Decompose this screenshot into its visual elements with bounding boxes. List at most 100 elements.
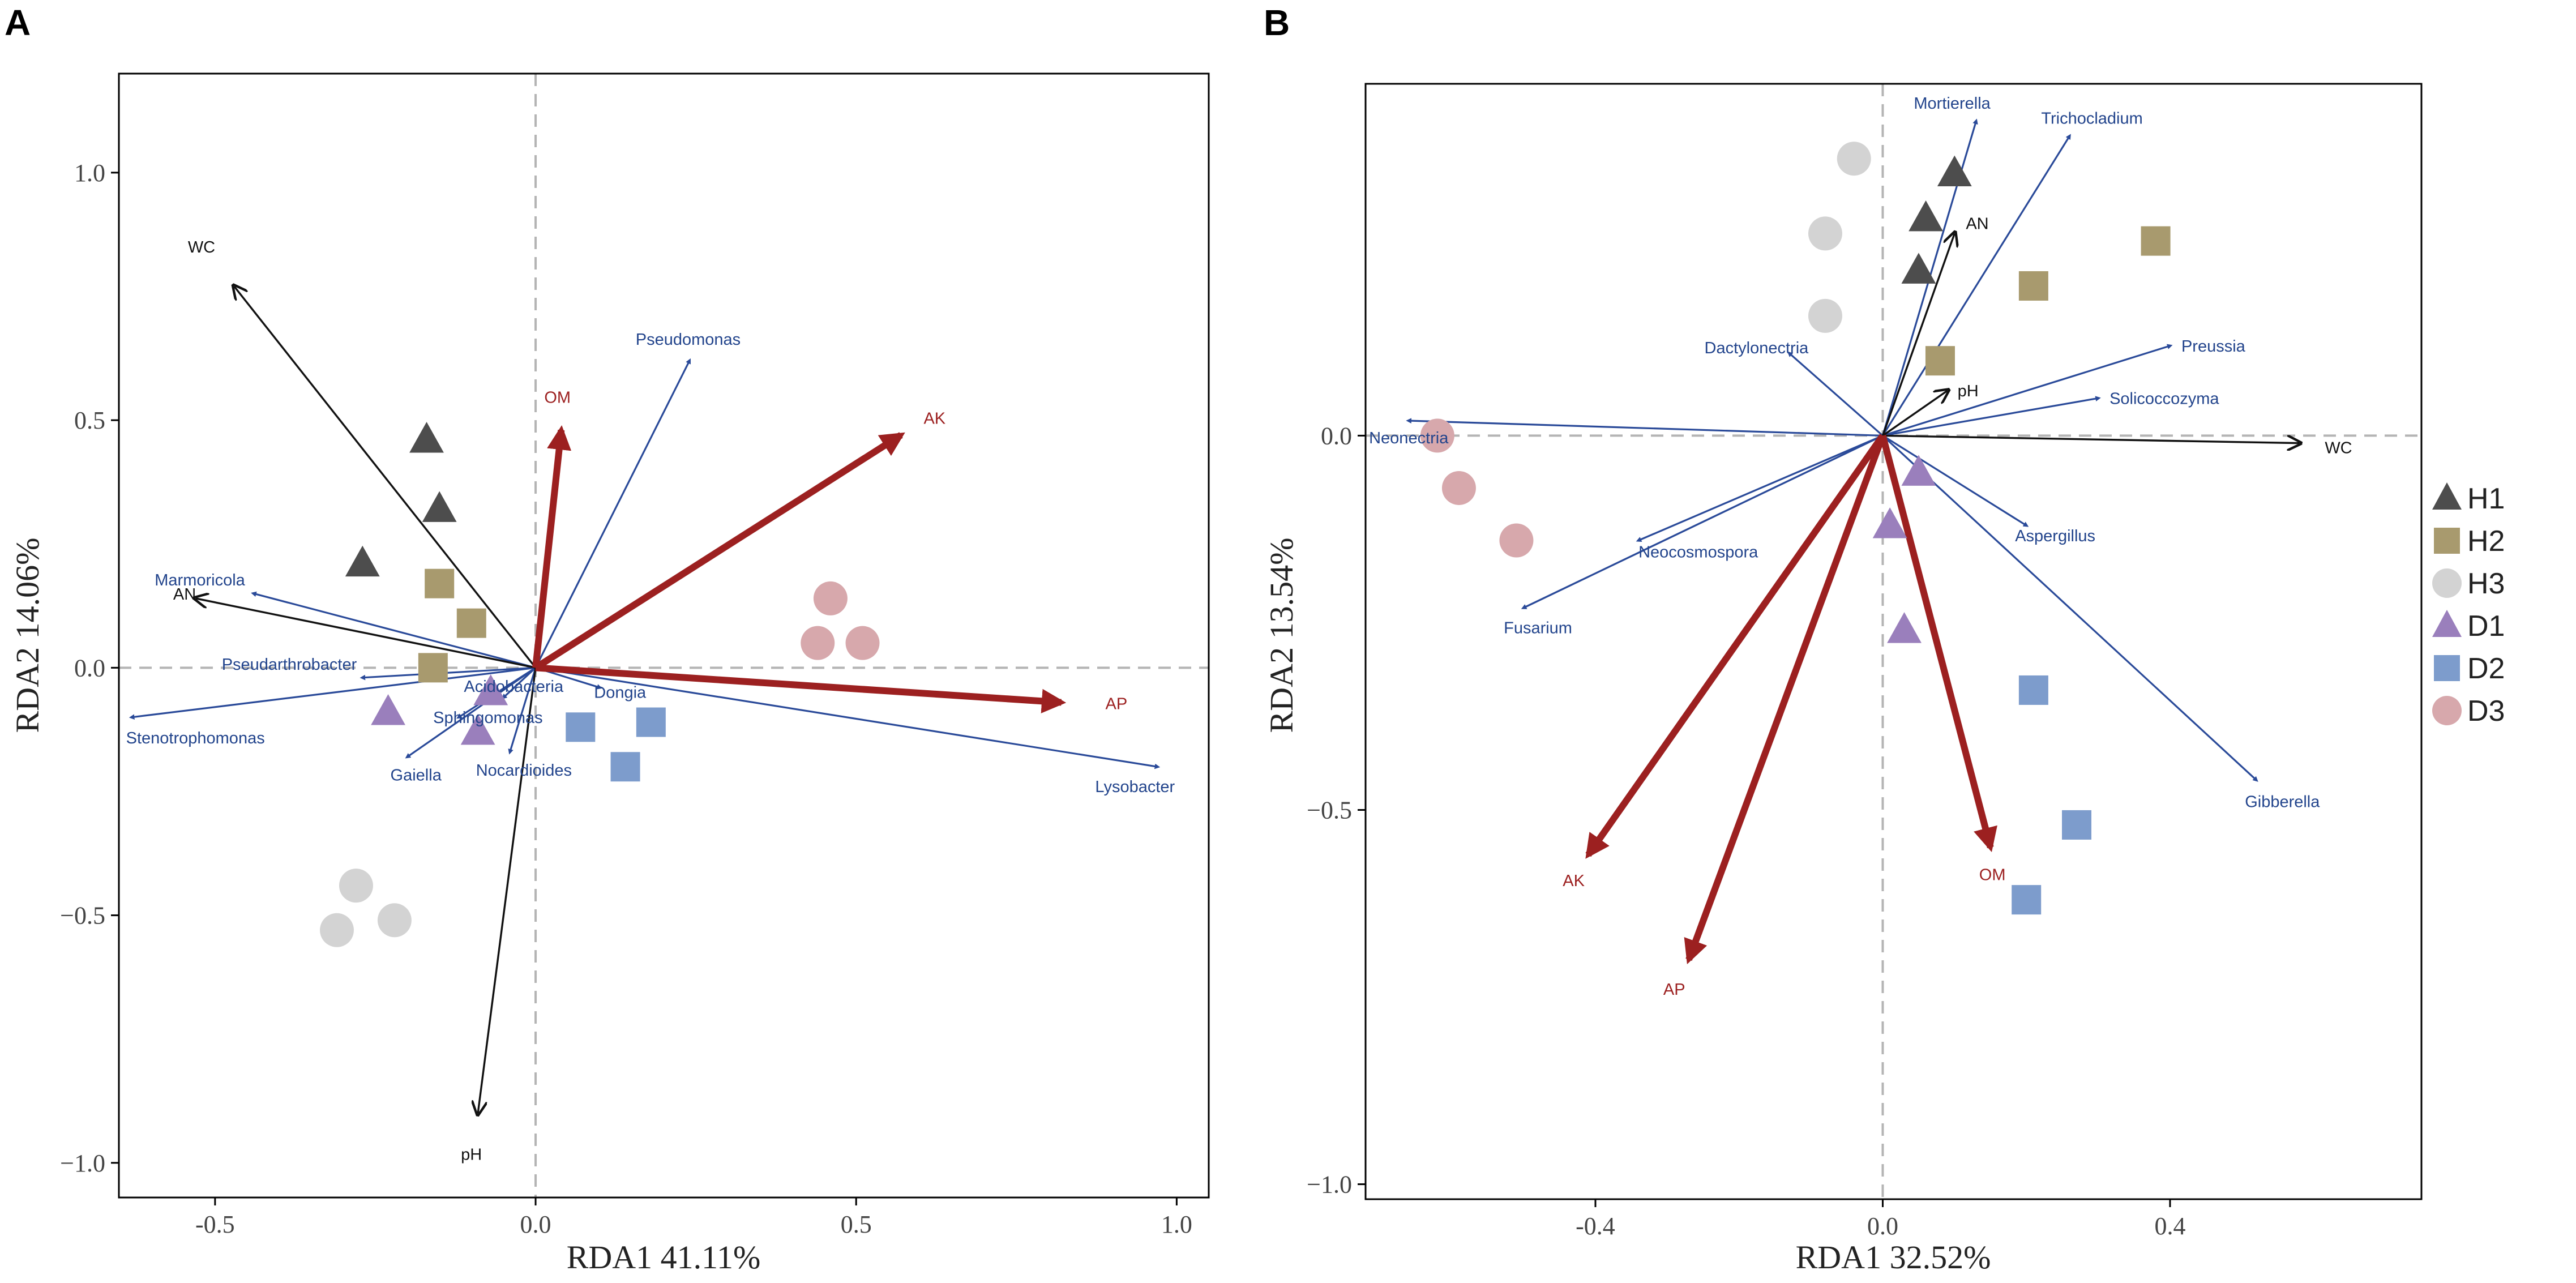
panel-a-env-vector-ak (533, 432, 905, 671)
panel-b-point-d1-3 (1887, 612, 1922, 643)
panel-a-y-tick-label: −1.0 (60, 1149, 105, 1177)
panel-a-vector-label-ap: AP (1106, 695, 1128, 713)
panel-b-vector-label-aspergillus: Aspergillus (2015, 527, 2095, 545)
panel-b-vector-label-ap: AP (1663, 981, 1685, 999)
panel-a-x-tick-label: 0.0 (520, 1211, 551, 1238)
panel-b-vector-label-gibberella: Gibberella (2245, 793, 2320, 811)
panel-a-point-h1-3 (345, 545, 380, 577)
legend-label: H3 (2467, 567, 2505, 600)
panel-a-x-axis-title: RDA1 41.11% (567, 1239, 761, 1276)
panel-a-taxon-vector-acidobacteria (501, 667, 537, 700)
panel-b-point-d2-2 (2062, 810, 2092, 840)
panel-a-point-d1-3 (460, 714, 495, 745)
panel-b-point-h2-3 (1925, 346, 1955, 376)
panel-b-point-d3-1 (1420, 418, 1454, 453)
panel-a-vector-label-acidobacteria: Acidobacteria (464, 678, 564, 696)
panel-b-taxon-vector-aspergillus (1882, 435, 2029, 527)
panel-b-vector-label-preussia: Preussia (2181, 337, 2246, 356)
panel-b-taxon-vector-gibberella (1882, 435, 2258, 782)
panel-b-y-tick-label: −0.5 (1307, 796, 1352, 824)
panel-a-taxon-vector-nocardioides (508, 667, 537, 755)
panel-b-x-tick-label: 0.4 (2154, 1212, 2185, 1240)
panel-a-vector-label-pseudarthrobacter: Pseudarthrobacter (222, 656, 357, 674)
legend-item-h3: H3 (2432, 567, 2505, 600)
panel-a-vector-label-pseudomonas: Pseudomonas (636, 331, 741, 349)
panel-a-point-d2-3 (610, 752, 640, 782)
panel-a-point-h2-3 (418, 653, 448, 683)
panel-a-point-d1-1 (473, 674, 508, 705)
legend-item-d1: D1 (2432, 610, 2505, 643)
panel-a-point-h1-2 (422, 491, 457, 522)
legend-circle-icon (2432, 568, 2462, 598)
panel-a-env-vector-ap (535, 664, 1067, 713)
panel-b-vector-label-neonectria: Neonectria (1369, 429, 1449, 447)
legend-label: D3 (2467, 695, 2505, 728)
panel-b-point-d3-2 (1441, 471, 1476, 505)
panel-a-vector-label-ph: pH (461, 1145, 482, 1164)
panel-a-y-tick-label: 0.5 (74, 407, 105, 434)
legend: H1 H2 H3 D1 D2 D3 (2432, 482, 2505, 728)
panel-b-ticks: -0.4 0.0 0.4 −1.0 −0.5 0.0 (1307, 422, 2185, 1240)
legend-item-h1: H1 (2432, 482, 2505, 515)
panel-b-env-vectors-black (1881, 233, 2299, 443)
panel-b-vector-label-wc: WC (2325, 439, 2352, 457)
panel-a-vector-label-sphingomonas: Sphingomonas (433, 709, 542, 727)
legend-triangle-icon (2432, 610, 2462, 637)
panel-a-vector-label-gaiella: Gaiella (391, 767, 442, 785)
panel-b-point-h3-2 (1808, 216, 1842, 251)
legend-label: H1 (2467, 482, 2505, 515)
panel-a-sample-points (320, 422, 880, 947)
panel-a-env-vectors-red (532, 425, 1067, 713)
panel-a-env-vector-wc (234, 286, 537, 669)
panel-b-x-tick-label: -0.4 (1576, 1212, 1615, 1240)
panel-b-env-vector-wc (1882, 434, 2299, 443)
panel-a-y-tick-label: 1.0 (74, 159, 105, 187)
panel-a-taxon-vector-stenotrophomonas (129, 666, 536, 720)
panel-b-x-tick-label: 0.0 (1867, 1212, 1898, 1240)
panel-a-point-h3-1 (339, 869, 373, 903)
panel-b-letter: B (1264, 2, 1290, 43)
panel-b-taxon-vector-trichocladium (1882, 134, 2071, 437)
panel-b-env-vector-om (1879, 434, 1997, 852)
panel-b-env-vector-ak (1585, 433, 1886, 859)
panel-b-frame (1364, 83, 2423, 1200)
panel-b-vector-label-ph: pH (1958, 382, 1979, 400)
panel-a-taxon-vector-pseudomonas (534, 358, 691, 669)
legend-item-d3: D3 (2432, 695, 2505, 728)
panel-b-point-h2-1 (2141, 226, 2171, 256)
panel-b-vector-label-neocosmospora: Neocosmospora (1638, 544, 1758, 562)
panel-a-vector-label-stenotrophomonas: Stenotrophomonas (126, 729, 265, 747)
panel-a-y-tick-label: −0.5 (60, 902, 105, 930)
legend-triangle-icon (2432, 482, 2462, 510)
panel-a-y-axis-title: RDA2 14.06% (9, 538, 46, 733)
panel-b-point-h1-3 (1901, 253, 1936, 284)
legend-square-icon (2434, 655, 2460, 681)
panel-a-vector-label-nocardioides: Nocardioides (476, 762, 572, 780)
panel-a-x-tick-label: 0.5 (841, 1211, 872, 1238)
panel-a-taxa-vectors (129, 358, 1161, 769)
panel-b-taxon-vector-fusarium (1521, 434, 1884, 609)
panel-b-y-tick-label: −1.0 (1307, 1171, 1352, 1199)
panel-a-point-d2-2 (636, 707, 666, 737)
panel-a-x-tick-label: -0.5 (195, 1211, 235, 1238)
panel-a-taxon-vector-marmoricola (251, 591, 536, 669)
panel-a-point-d3-2 (801, 626, 835, 660)
panel-a-point-h3-3 (377, 903, 412, 938)
panel-b-vector-label-solicoccozyma: Solicoccozyma (2109, 390, 2219, 408)
panel-b-vector-labels: Mortierella Trichocladium Dactylonectria Pr… (1369, 95, 2352, 999)
panel-b-y-axis-title: RDA2 13.54% (1263, 538, 1300, 733)
legend-circle-icon (2432, 696, 2462, 725)
legend-label: D1 (2467, 610, 2505, 643)
panel-b-vector-label-an: AN (1966, 215, 1988, 233)
panel-b-vector-label-dactylonectria: Dactylonectria (1705, 339, 1809, 357)
panel-b-point-d2-3 (2012, 885, 2042, 915)
panel-b-point-h3-3 (1808, 298, 1842, 333)
panel-b-env-vector-ap (1684, 434, 1886, 965)
panel-a-letter: A (5, 2, 31, 43)
panel-a-point-d3-3 (845, 626, 880, 660)
panel-a-env-vector-om (532, 425, 572, 668)
panel-b-point-h1-1 (1937, 155, 1972, 187)
panel-b-vector-label-fusarium: Fusarium (1504, 619, 1572, 638)
panel-a-frame (118, 72, 1210, 1199)
